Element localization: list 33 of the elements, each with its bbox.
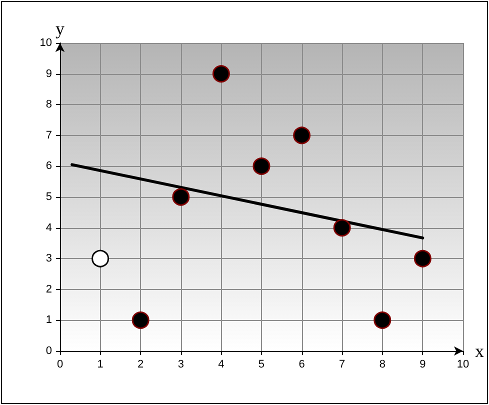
x-tick-label: 8 — [379, 358, 386, 370]
y-tick-label: 8 — [46, 98, 52, 111]
point — [414, 250, 432, 268]
y-tick-label: 0 — [46, 345, 52, 357]
x-tick-label: 1 — [97, 358, 104, 370]
x-axis-title: x — [475, 341, 484, 361]
y-tick-label: 4 — [46, 222, 52, 234]
point — [172, 188, 190, 206]
y-tick-label: 5 — [46, 191, 52, 203]
x-tick-label: 0 — [56, 358, 64, 370]
y-tick-label: 2 — [46, 283, 52, 296]
y-tick-label: 9 — [46, 68, 52, 80]
y-tick-label: 7 — [46, 129, 52, 142]
x-tick-label: 5 — [258, 358, 265, 370]
point — [212, 65, 230, 83]
point — [132, 311, 150, 329]
x-tick-label: 4 — [218, 358, 224, 370]
x-tick-label: 3 — [178, 358, 184, 370]
y-tick-label: 1 — [46, 314, 52, 326]
point — [92, 250, 110, 268]
x-tick-label: 9 — [420, 358, 426, 370]
y-tick-label: 3 — [46, 252, 52, 265]
y-tick-label: 6 — [46, 160, 52, 172]
x-tick-label: 7 — [339, 358, 346, 370]
point — [374, 311, 392, 329]
x-tick-label: 6 — [298, 358, 305, 370]
point — [333, 219, 351, 237]
point — [293, 126, 311, 144]
y-tick-label: 10 — [40, 37, 52, 49]
point — [252, 157, 270, 175]
x-tick-label: 10 — [456, 358, 470, 370]
y-axis-title: y — [56, 18, 64, 39]
x-tick-label: 2 — [138, 358, 144, 370]
